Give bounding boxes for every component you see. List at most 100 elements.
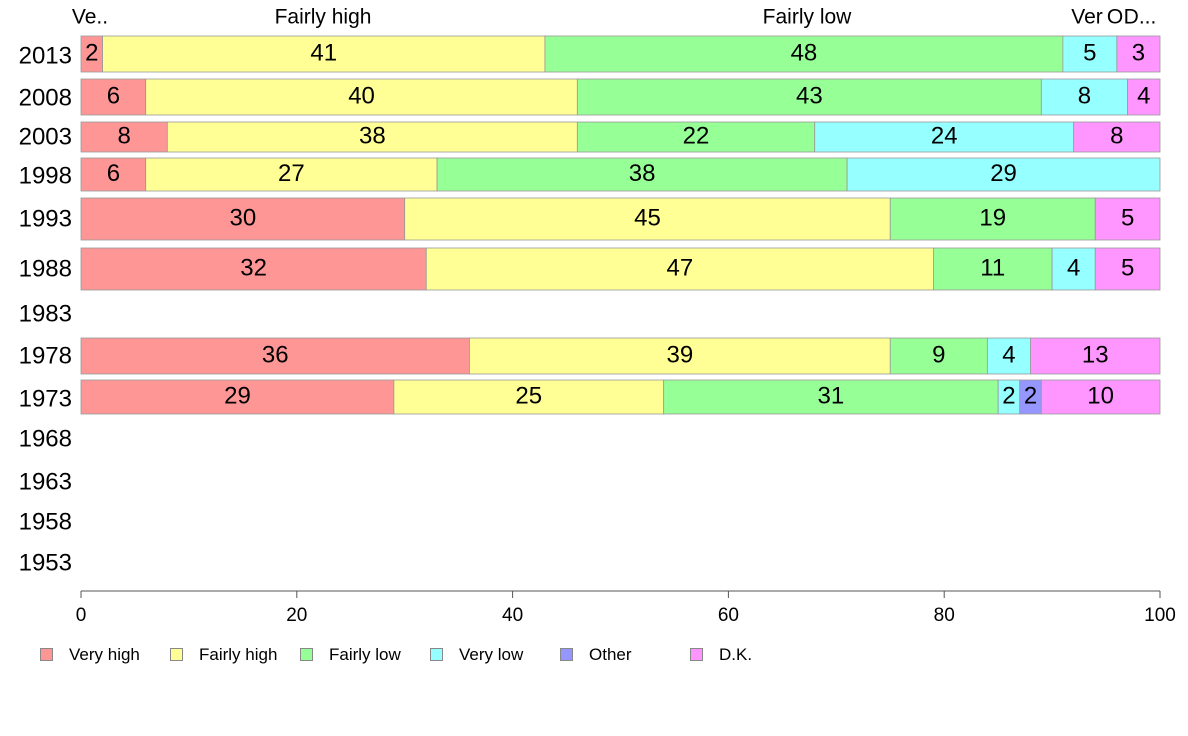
value-label-1973-very-low: 2 xyxy=(1002,382,1015,409)
bar-2008-d-k xyxy=(1127,78,1161,116)
value-label-2008-very-low: 8 xyxy=(1078,82,1091,109)
value-label-2013-fairly-low: 48 xyxy=(791,39,818,66)
year-label-1973: 1973 xyxy=(19,385,72,412)
legend-swatch-d-k xyxy=(690,648,703,661)
value-label-1973-very-high: 29 xyxy=(224,382,251,409)
year-label-1983: 1983 xyxy=(19,300,72,327)
value-label-1993-fairly-high: 45 xyxy=(634,204,661,231)
value-label-1973-fairly-high: 25 xyxy=(515,382,542,409)
legend-swatch-fairly-high xyxy=(170,648,183,661)
legend-label-other: Other xyxy=(589,645,632,664)
year-label-1968: 1968 xyxy=(19,425,72,452)
value-label-1993-fairly-low: 19 xyxy=(979,204,1006,231)
value-label-2013-very-low: 5 xyxy=(1083,39,1096,66)
top-label-fairly-high: Fairly high xyxy=(275,6,372,29)
bar-1988-fairly-high xyxy=(425,247,934,291)
legend-label-very-high: Very high xyxy=(69,645,140,664)
year-label-1978: 1978 xyxy=(19,342,72,369)
legend-swatch-very-low xyxy=(430,648,443,661)
value-label-1998-very-low: 29 xyxy=(990,160,1017,187)
value-label-1978-fairly-low: 9 xyxy=(932,341,945,368)
bar-1988-d-k xyxy=(1094,247,1161,291)
bar-1993-d-k xyxy=(1094,197,1161,241)
value-label-1988-d-k: 5 xyxy=(1121,254,1134,281)
bar-2008-very-low xyxy=(1040,78,1129,116)
value-label-1973-other: 2 xyxy=(1024,382,1037,409)
bar-1998-very-low xyxy=(846,157,1161,192)
bar-1978-fairly-low xyxy=(889,337,988,375)
x-tick-label-0: 0 xyxy=(76,605,87,626)
value-label-1998-fairly-low: 38 xyxy=(629,160,656,187)
top-label-fairly-low: Fairly low xyxy=(763,6,853,29)
bar-2013-fairly-low xyxy=(544,35,1064,73)
x-tick-label-60: 60 xyxy=(718,605,739,626)
value-label-1993-d-k: 5 xyxy=(1121,204,1134,231)
value-label-1998-very-high: 6 xyxy=(107,160,120,187)
x-tick-label-100: 100 xyxy=(1144,605,1176,626)
top-label-d: D... xyxy=(1124,6,1157,29)
year-label-2008: 2008 xyxy=(19,84,72,111)
bar-2008-fairly-high xyxy=(145,78,578,116)
bar-1973-very-high xyxy=(80,379,395,415)
bar-1978-very-low xyxy=(986,337,1031,375)
value-label-2003-d-k: 8 xyxy=(1110,122,1123,149)
bar-1993-very-high xyxy=(80,197,406,241)
bar-2003-very-low xyxy=(814,121,1075,153)
year-label-1963: 1963 xyxy=(19,468,72,495)
bar-2003-fairly-high xyxy=(166,121,578,153)
bar-1973-d-k xyxy=(1040,379,1161,415)
year-label-2003: 2003 xyxy=(19,123,72,150)
value-label-2003-very-low: 24 xyxy=(931,122,958,149)
bar-2003-fairly-low xyxy=(576,121,816,153)
value-label-2008-fairly-high: 40 xyxy=(348,82,375,109)
bar-1978-d-k xyxy=(1030,337,1161,375)
value-label-1973-fairly-low: 31 xyxy=(818,382,845,409)
legend-label-fairly-high: Fairly high xyxy=(199,645,278,664)
year-label-1993: 1993 xyxy=(19,205,72,232)
legend-swatch-very-high xyxy=(40,648,53,661)
bar-1998-fairly-high xyxy=(145,157,438,192)
legend-label-fairly-low: Fairly low xyxy=(329,645,401,664)
value-label-1978-very-high: 36 xyxy=(262,341,289,368)
bar-1988-very-high xyxy=(80,247,427,291)
bar-2008-very-high xyxy=(80,78,147,116)
bar-1993-fairly-low xyxy=(889,197,1096,241)
top-label-o: O xyxy=(1107,6,1123,29)
value-label-1988-fairly-high: 47 xyxy=(666,254,693,281)
bar-1978-fairly-high xyxy=(469,337,891,375)
top-label-ve: Ve.. xyxy=(72,6,108,29)
value-label-2013-fairly-high: 41 xyxy=(310,39,337,66)
value-label-2008-d-k: 4 xyxy=(1137,82,1150,109)
bar-2013-d-k xyxy=(1116,35,1161,73)
bar-1988-very-low xyxy=(1051,247,1096,291)
value-label-2008-very-high: 6 xyxy=(107,82,120,109)
value-label-1978-fairly-high: 39 xyxy=(666,341,693,368)
legend-label-very-low: Very low xyxy=(459,645,524,664)
top-label-ver: Ver xyxy=(1071,6,1103,29)
legend-swatch-other xyxy=(560,648,573,661)
x-tick-label-20: 20 xyxy=(286,605,307,626)
bar-2008-fairly-low xyxy=(576,78,1042,116)
stacked-bar-chart: 2013200820031998199319881983197819731968… xyxy=(19,6,1176,626)
value-label-1988-very-low: 4 xyxy=(1067,254,1080,281)
value-label-2003-fairly-high: 38 xyxy=(359,122,386,149)
legend-label-d-k: D.K. xyxy=(719,645,753,664)
value-label-1973-d-k: 10 xyxy=(1087,382,1114,409)
year-label-1958: 1958 xyxy=(19,508,72,535)
year-label-1953: 1953 xyxy=(19,549,72,576)
value-label-1978-very-low: 4 xyxy=(1002,341,1015,368)
year-label-1998: 1998 xyxy=(19,162,72,189)
value-label-1998-fairly-high: 27 xyxy=(278,160,305,187)
value-label-2003-fairly-low: 22 xyxy=(683,122,710,149)
value-label-2003-very-high: 8 xyxy=(117,122,130,149)
bar-2013-very-low xyxy=(1062,35,1118,73)
bar-2013-fairly-high xyxy=(102,35,546,73)
legend-swatch-fairly-low xyxy=(300,648,313,661)
value-label-1988-very-high: 32 xyxy=(240,254,267,281)
bar-2003-very-high xyxy=(80,121,168,153)
value-label-1993-very-high: 30 xyxy=(229,204,256,231)
year-label-1988: 1988 xyxy=(19,255,72,282)
value-label-2008-fairly-low: 43 xyxy=(796,82,823,109)
bar-1993-fairly-high xyxy=(404,197,891,241)
year-label-2013: 2013 xyxy=(19,42,72,69)
